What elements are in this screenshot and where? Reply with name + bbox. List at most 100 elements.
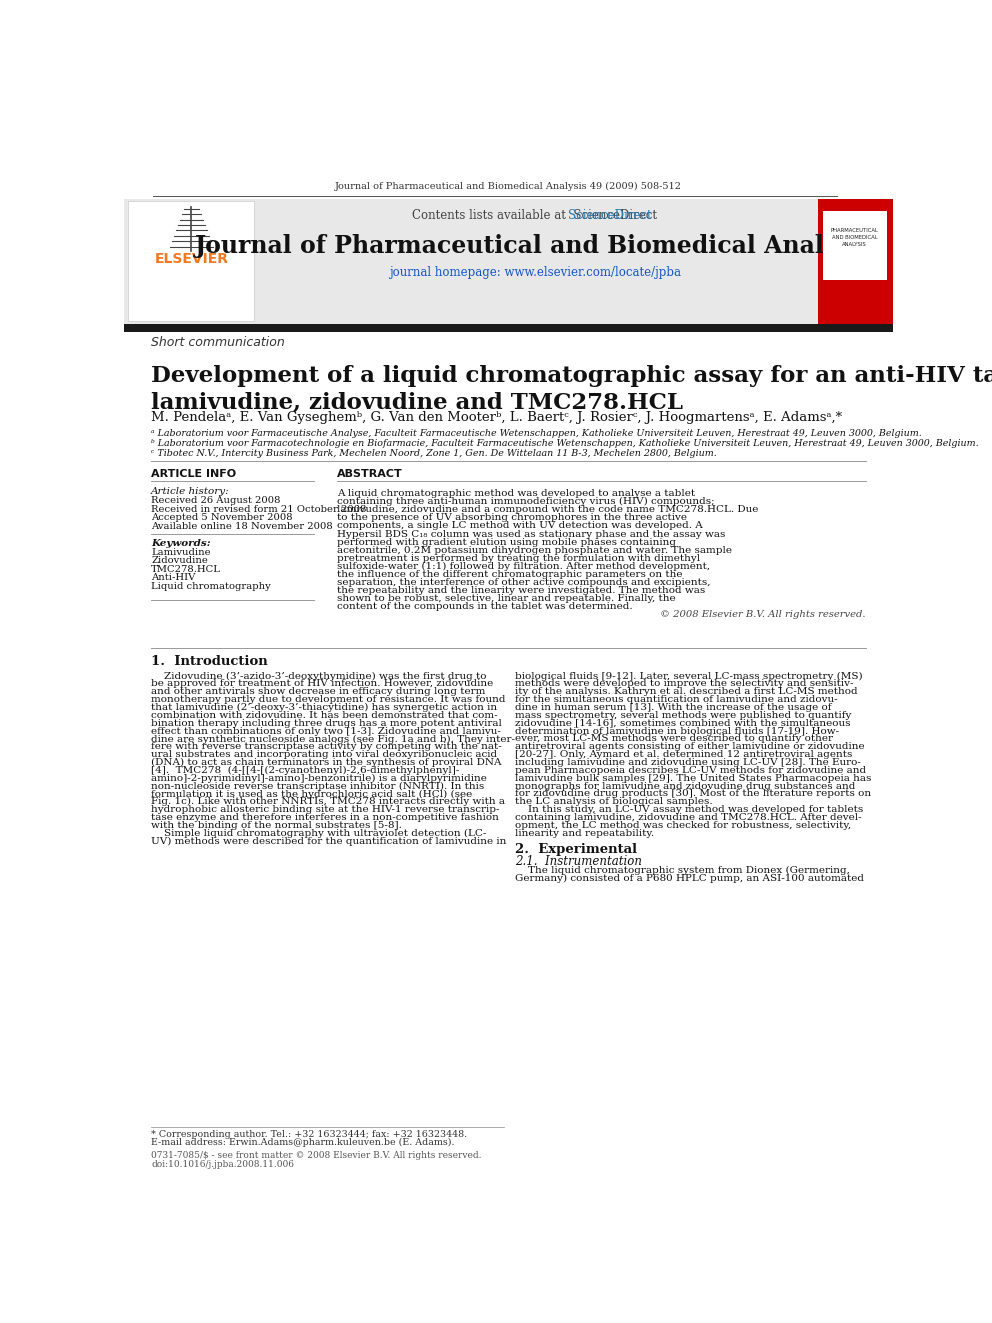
Text: sulfoxide-water (1:1) followed by filtration. After method development,: sulfoxide-water (1:1) followed by filtra… xyxy=(337,562,710,572)
Text: 2.1.  Instrumentation: 2.1. Instrumentation xyxy=(516,855,643,868)
Text: acetonitrile, 0.2M potassium dihydrogen phosphate and water. The sample: acetonitrile, 0.2M potassium dihydrogen … xyxy=(337,545,732,554)
Text: (DNA) to act as chain terminators in the synthesis of proviral DNA: (DNA) to act as chain terminators in the… xyxy=(151,758,502,767)
FancyBboxPatch shape xyxy=(128,201,254,321)
Text: The liquid chromatographic system from Dionex (Germering,: The liquid chromatographic system from D… xyxy=(516,865,850,875)
Text: Received in revised form 21 October 2008: Received in revised form 21 October 2008 xyxy=(151,504,367,513)
Text: effect than combinations of only two [1-3]. Zidovudine and lamivu-: effect than combinations of only two [1-… xyxy=(151,726,501,736)
Text: ity of the analysis. Kathryn et al. described a first LC-MS method: ity of the analysis. Kathryn et al. desc… xyxy=(516,687,858,696)
Text: ScienceDirect: ScienceDirect xyxy=(418,209,652,222)
Text: Simple liquid chromatography with ultraviolet detection (LC-: Simple liquid chromatography with ultrav… xyxy=(151,828,486,837)
Text: containing lamivudine, zidovudine and TMC278.HCL. After devel-: containing lamivudine, zidovudine and TM… xyxy=(516,812,862,822)
Text: to the presence of UV absorbing chromophores in the three active: to the presence of UV absorbing chromoph… xyxy=(337,513,687,523)
Text: ARTICLE INFO: ARTICLE INFO xyxy=(151,470,236,479)
Text: doi:10.1016/j.jpba.2008.11.006: doi:10.1016/j.jpba.2008.11.006 xyxy=(151,1160,294,1170)
Text: containing three anti-human immunodeficiency virus (HIV) compounds;: containing three anti-human immunodefici… xyxy=(337,497,715,507)
Text: ural substrates and incorporating into viral deoxyribonucleic acid: ural substrates and incorporating into v… xyxy=(151,750,497,759)
Text: TMC278.HCL: TMC278.HCL xyxy=(151,565,221,574)
Text: for the simultaneous quantification of lamivudine and zidovu-: for the simultaneous quantification of l… xyxy=(516,695,838,704)
Text: amino]-2-pyrimidinyl]-amino]-benzonitrile) is a diarylpyrimidine: amino]-2-pyrimidinyl]-amino]-benzonitril… xyxy=(151,774,487,783)
Text: tase enzyme and therefore interferes in a non-competitive fashion: tase enzyme and therefore interferes in … xyxy=(151,812,499,822)
Text: biological fluids [9-12]. Later, several LC-mass spectrometry (MS): biological fluids [9-12]. Later, several… xyxy=(516,672,863,681)
Text: including lamivudine and zidovudine using LC-UV [28]. The Euro-: including lamivudine and zidovudine usin… xyxy=(516,758,861,767)
Text: A liquid chromatographic method was developed to analyse a tablet: A liquid chromatographic method was deve… xyxy=(337,490,695,497)
Text: separation, the interference of other active compounds and excipients,: separation, the interference of other ac… xyxy=(337,578,710,587)
Text: ᵇ Laboratorium voor Farmacotechnologie en Biofarmacie, Faculteit Farmaceutische : ᵇ Laboratorium voor Farmacotechnologie e… xyxy=(151,439,979,448)
Text: fere with reverse transcriptase activity by competing with the nat-: fere with reverse transcriptase activity… xyxy=(151,742,502,751)
Text: ever, most LC-MS methods were described to quantify other: ever, most LC-MS methods were described … xyxy=(516,734,833,744)
FancyBboxPatch shape xyxy=(817,198,893,324)
Text: * Corresponding author. Tel.: +32 16323444; fax: +32 16323448.: * Corresponding author. Tel.: +32 163234… xyxy=(151,1130,467,1139)
Text: ᵃ Laboratorium voor Farmaceutische Analyse, Faculteit Farmaceutische Wetenschapp: ᵃ Laboratorium voor Farmaceutische Analy… xyxy=(151,429,922,438)
Text: Article history:: Article history: xyxy=(151,487,230,496)
Text: Received 26 August 2008: Received 26 August 2008 xyxy=(151,496,281,505)
Text: mass spectrometry, several methods were published to quantify: mass spectrometry, several methods were … xyxy=(516,710,852,720)
Text: hydrophobic allosteric binding site at the HIV-1 reverse transcrip-: hydrophobic allosteric binding site at t… xyxy=(151,806,500,814)
Text: bination therapy including three drugs has a more potent antiviral: bination therapy including three drugs h… xyxy=(151,718,502,728)
Text: UV) methods were described for the quantification of lamivudine in: UV) methods were described for the quant… xyxy=(151,836,507,845)
Text: In this study, an LC-UV assay method was developed for tablets: In this study, an LC-UV assay method was… xyxy=(516,806,864,814)
Text: be approved for treatment of HIV infection. However, zidovudine: be approved for treatment of HIV infecti… xyxy=(151,680,493,688)
Text: ELSEVIER: ELSEVIER xyxy=(155,251,228,266)
Text: shown to be robust, selective, linear and repeatable. Finally, the: shown to be robust, selective, linear an… xyxy=(337,594,676,603)
Text: JPBA: JPBA xyxy=(847,270,863,275)
Text: monotherapy partly due to development of resistance. It was found: monotherapy partly due to development of… xyxy=(151,695,506,704)
Text: Short communication: Short communication xyxy=(151,336,285,348)
Text: 2.  Experimental: 2. Experimental xyxy=(516,843,638,856)
Text: 0731-7085/$ - see front matter © 2008 Elsevier B.V. All rights reserved.: 0731-7085/$ - see front matter © 2008 El… xyxy=(151,1151,482,1160)
Text: Journal of Pharmaceutical and Biomedical Analysis: Journal of Pharmaceutical and Biomedical… xyxy=(195,234,874,258)
Text: combination with zidovudine. It has been demonstrated that com-: combination with zidovudine. It has been… xyxy=(151,710,498,720)
FancyBboxPatch shape xyxy=(823,212,887,280)
Text: for zidovudine drug products [30]. Most of the literature reports on: for zidovudine drug products [30]. Most … xyxy=(516,790,872,798)
Text: linearity and repeatability.: linearity and repeatability. xyxy=(516,828,655,837)
Text: the repeatability and the linearity were investigated. The method was: the repeatability and the linearity were… xyxy=(337,586,705,595)
Text: the LC analysis of biological samples.: the LC analysis of biological samples. xyxy=(516,798,713,806)
Text: Contents lists available at  ScienceDirect: Contents lists available at ScienceDirec… xyxy=(413,209,658,222)
Text: Liquid chromatography: Liquid chromatography xyxy=(151,582,271,590)
Text: formulation it is used as the hydrochloric acid salt (HCl) (see: formulation it is used as the hydrochlor… xyxy=(151,790,472,799)
Text: Journal of Pharmaceutical and Biomedical Analysis 49 (2009) 508-512: Journal of Pharmaceutical and Biomedical… xyxy=(335,183,682,191)
Text: Available online 18 November 2008: Available online 18 November 2008 xyxy=(151,521,333,531)
Text: antiretroviral agents consisting of either lamivudine or zidovudine: antiretroviral agents consisting of eith… xyxy=(516,742,865,751)
Text: zidovudine [14-16], sometimes combined with the simultaneous: zidovudine [14-16], sometimes combined w… xyxy=(516,718,851,728)
Text: dine are synthetic nucleoside analogs (see Fig. 1a and b). They inter-: dine are synthetic nucleoside analogs (s… xyxy=(151,734,515,744)
Text: the influence of the different chromatographic parameters on the: the influence of the different chromatog… xyxy=(337,570,682,579)
Text: and other antivirals show decrease in efficacy during long term: and other antivirals show decrease in ef… xyxy=(151,687,485,696)
Text: Hypersil BDS C₁₈ column was used as stationary phase and the assay was: Hypersil BDS C₁₈ column was used as stat… xyxy=(337,529,725,538)
Text: Keywords:: Keywords: xyxy=(151,540,210,548)
Text: Development of a liquid chromatographic assay for an anti-HIV tablet containing
: Development of a liquid chromatographic … xyxy=(151,365,992,413)
Text: opment, the LC method was checked for robustness, selectivity,: opment, the LC method was checked for ro… xyxy=(516,820,851,830)
Text: Fig. 1c). Like with other NNRTIs, TMC278 interacts directly with a: Fig. 1c). Like with other NNRTIs, TMC278… xyxy=(151,798,505,807)
Text: E-mail address: Erwin.Adams@pharm.kuleuven.be (E. Adams).: E-mail address: Erwin.Adams@pharm.kuleuv… xyxy=(151,1138,454,1147)
Text: ABSTRACT: ABSTRACT xyxy=(337,470,403,479)
Text: ᶜ Tibotec N.V., Intercity Business Park, Mechelen Noord, Zone 1, Gen. De Wittela: ᶜ Tibotec N.V., Intercity Business Park,… xyxy=(151,450,717,458)
Text: [4].  TMC278  (4-[[4-[(2-cyanothenyl)-2,6-dimethylphenyl]-: [4]. TMC278 (4-[[4-[(2-cyanothenyl)-2,6-… xyxy=(151,766,459,775)
FancyBboxPatch shape xyxy=(124,198,893,324)
Text: Zidovudine (3’-azido-3’-deoxythymidine) was the first drug to: Zidovudine (3’-azido-3’-deoxythymidine) … xyxy=(151,672,487,681)
Text: pretreatment is performed by treating the formulation with dimethyl: pretreatment is performed by treating th… xyxy=(337,554,700,562)
Text: PHARMACEUTICAL
AND BIOMEDICAL
ANALYSIS: PHARMACEUTICAL AND BIOMEDICAL ANALYSIS xyxy=(831,228,879,247)
Text: pean Pharmacopoeia describes LC-UV methods for zidovudine and: pean Pharmacopoeia describes LC-UV metho… xyxy=(516,766,866,775)
Text: journal homepage: www.elsevier.com/locate/jpba: journal homepage: www.elsevier.com/locat… xyxy=(389,266,681,279)
Text: determination of lamivudine in biological fluids [17-19]. How-: determination of lamivudine in biologica… xyxy=(516,726,839,736)
Text: Accepted 5 November 2008: Accepted 5 November 2008 xyxy=(151,513,293,523)
Text: Lamivudine: Lamivudine xyxy=(151,548,210,557)
FancyBboxPatch shape xyxy=(124,324,893,332)
Text: methods were developed to improve the selectivity and sensitiv-: methods were developed to improve the se… xyxy=(516,680,854,688)
Text: with the binding of the normal substrates [5-8].: with the binding of the normal substrate… xyxy=(151,820,402,830)
Text: 1.  Introduction: 1. Introduction xyxy=(151,655,268,668)
Text: [20-27]. Only, Aymard et al. determined 12 antiretroviral agents: [20-27]. Only, Aymard et al. determined … xyxy=(516,750,853,759)
Text: dine in human serum [13]. With the increase of the usage of: dine in human serum [13]. With the incre… xyxy=(516,703,832,712)
Text: M. Pendelaᵃ, E. Van Gyseghemᵇ, G. Van den Mooterᵇ, L. Baertᶜ, J. Rosierᶜ, J. Hoo: M. Pendelaᵃ, E. Van Gyseghemᵇ, G. Van de… xyxy=(151,411,842,423)
Text: Anti-HIV: Anti-HIV xyxy=(151,573,195,582)
Text: components, a single LC method with UV detection was developed. A: components, a single LC method with UV d… xyxy=(337,521,703,531)
Text: that lamivudine (2’-deoxy-3’-thiacytidine) has synergetic action in: that lamivudine (2’-deoxy-3’-thiacytidin… xyxy=(151,703,497,712)
Text: non-nucleoside reverse transcriptase inhibitor (NNRTI). In this: non-nucleoside reverse transcriptase inh… xyxy=(151,782,484,791)
Text: performed with gradient elution using mobile phases containing: performed with gradient elution using mo… xyxy=(337,537,677,546)
Text: Germany) consisted of a P680 HPLC pump, an ASI-100 automated: Germany) consisted of a P680 HPLC pump, … xyxy=(516,873,864,882)
Text: lamivudine, zidovudine and a compound with the code name TMC278.HCL. Due: lamivudine, zidovudine and a compound wi… xyxy=(337,505,759,515)
Text: content of the compounds in the tablet was determined.: content of the compounds in the tablet w… xyxy=(337,602,633,611)
Text: lamivudine bulk samples [29]. The United States Pharmacopeia has: lamivudine bulk samples [29]. The United… xyxy=(516,774,872,783)
Text: © 2008 Elsevier B.V. All rights reserved.: © 2008 Elsevier B.V. All rights reserved… xyxy=(660,610,866,619)
Text: Zidovudine: Zidovudine xyxy=(151,556,208,565)
Text: monographs for lamivudine and zidovudine drug substances and: monographs for lamivudine and zidovudine… xyxy=(516,782,856,791)
